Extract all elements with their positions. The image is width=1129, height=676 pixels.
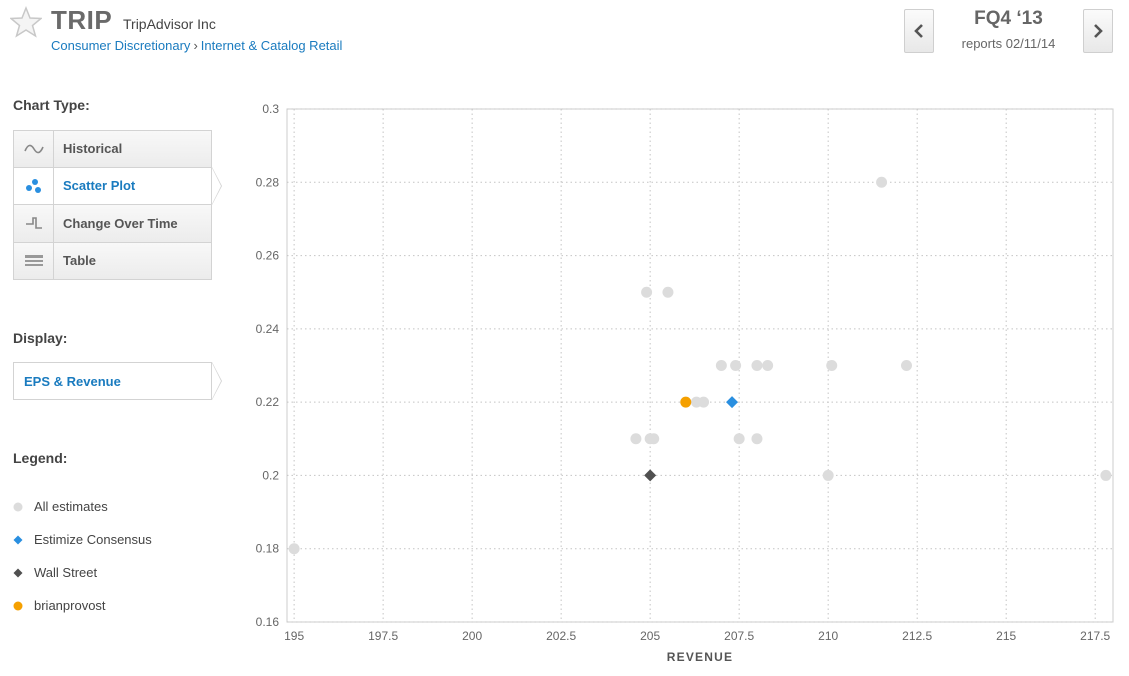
x-tick-label: 202.5: [546, 629, 576, 643]
breadcrumb-separator: ›: [193, 38, 198, 53]
chart-type-table-label: Table: [63, 253, 96, 269]
star-icon[interactable]: [10, 6, 42, 38]
circle-marker-icon: [13, 502, 34, 512]
point-all-estimates[interactable]: [733, 433, 745, 445]
scatter-chart-svg: 195 197.5 200 202.5 205 207.5 210 212.5 215 217.5…: [256, 102, 1114, 664]
x-tick-label: 200: [462, 629, 482, 643]
y-tick-label: 0.26: [256, 249, 280, 263]
point-estimize-consensus[interactable]: [726, 396, 739, 409]
legend-item-wall-street: Wall Street: [13, 556, 152, 589]
point-all-estimates[interactable]: [751, 433, 763, 445]
point-all-estimates[interactable]: [876, 176, 888, 188]
x-tick-label: 212.5: [902, 629, 932, 643]
y-tick-label: 0.2: [262, 468, 279, 482]
circle-marker-icon: [13, 601, 34, 611]
legend-label-all-estimates: All estimates: [34, 499, 108, 514]
legend-label-wall-street: Wall Street: [34, 565, 98, 580]
chart-type-change-over-time[interactable]: Change Over Time: [13, 205, 212, 243]
point-all-estimates[interactable]: [762, 360, 774, 371]
legend-item-brianprovost: brianprovost: [13, 589, 152, 622]
y-tick-label: 0.18: [256, 542, 280, 556]
diamond-marker-icon: [13, 568, 34, 578]
point-all-estimates[interactable]: [288, 543, 300, 555]
point-all-estimates[interactable]: [662, 286, 674, 298]
x-tick-label: 217.5: [1080, 629, 1110, 643]
x-tick-label: 215: [996, 629, 1016, 643]
legend-label-estimize-consensus: Estimize Consensus: [34, 532, 152, 547]
scatter-icon: [14, 167, 54, 204]
point-all-estimates[interactable]: [698, 396, 710, 408]
point-all-estimates[interactable]: [901, 360, 912, 371]
x-tick-label: 207.5: [724, 629, 754, 643]
point-wall-street[interactable]: [644, 469, 657, 482]
breadcrumb-sector[interactable]: Consumer Discretionary: [51, 38, 191, 53]
display-label: Display:: [13, 330, 68, 346]
point-all-estimates[interactable]: [715, 360, 727, 371]
next-quarter-button[interactable]: [1083, 9, 1113, 53]
chart-type-table[interactable]: Table: [13, 242, 212, 280]
y-tick-label: 0.22: [256, 395, 280, 409]
company-name: TripAdvisor Inc: [123, 16, 216, 32]
point-brianprovost[interactable]: [680, 396, 692, 408]
y-tick-label: 0.24: [256, 322, 280, 336]
y-tick-label: 0.28: [256, 175, 280, 189]
point-all-estimates[interactable]: [641, 286, 653, 298]
point-all-estimates[interactable]: [751, 360, 763, 371]
breadcrumb: Consumer Discretionary › Internet & Catalo…: [51, 38, 342, 53]
legend: All estimates Estimize Consensus Wall St…: [13, 490, 152, 622]
fiscal-quarter: FQ4 ‘13: [974, 8, 1043, 29]
legend-label-brianprovost: brianprovost: [34, 598, 106, 613]
point-all-estimates[interactable]: [1100, 469, 1112, 481]
chart-type-scatter-plot-label: Scatter Plot: [63, 178, 136, 194]
scatter-chart: 195 197.5 200 202.5 205 207.5 210 212.5 215 217.5…: [245, 96, 1125, 676]
report-date: reports 02/11/14: [961, 36, 1056, 51]
diamond-marker-icon: [13, 535, 34, 545]
plot-frame: [286, 108, 1114, 623]
previous-quarter-button[interactable]: [904, 9, 934, 53]
x-tick-label: 205: [640, 629, 660, 643]
x-tick-label: 210: [818, 629, 838, 643]
ticker-symbol: TRIP: [51, 5, 113, 35]
point-all-estimates[interactable]: [648, 433, 660, 445]
point-all-estimates[interactable]: [730, 360, 742, 371]
chevron-left-icon: [914, 24, 923, 38]
point-all-estimates[interactable]: [822, 469, 834, 481]
legend-item-all-estimates: All estimates: [13, 490, 152, 523]
display-selector[interactable]: EPS & Revenue: [13, 362, 222, 400]
x-axis-label: REVENUE: [667, 650, 733, 664]
y-tick-label: 0.3: [262, 102, 279, 116]
point-all-estimates[interactable]: [630, 433, 642, 445]
chart-type-menu: Historical Scatter Plot Change Over Time…: [13, 130, 222, 280]
legend-label: Legend:: [13, 450, 68, 466]
y-tick-label: 0.16: [256, 615, 280, 629]
point-all-estimates[interactable]: [826, 360, 838, 371]
wave-icon: [14, 131, 54, 167]
x-tick-label: 195: [284, 629, 304, 643]
chart-type-scatter-plot[interactable]: Scatter Plot: [13, 166, 222, 205]
legend-item-estimize-consensus: Estimize Consensus: [13, 523, 152, 556]
step-icon: [14, 205, 54, 242]
chart-type-historical[interactable]: Historical: [13, 130, 212, 168]
x-tick-label: 197.5: [368, 629, 398, 643]
chart-type-label: Chart Type:: [13, 97, 90, 113]
chart-type-historical-label: Historical: [63, 141, 123, 157]
chart-type-change-over-time-label: Change Over Time: [63, 215, 178, 231]
breadcrumb-industry[interactable]: Internet & Catalog Retail: [200, 38, 343, 53]
table-icon: [14, 242, 54, 279]
chevron-right-icon: [1094, 24, 1103, 38]
